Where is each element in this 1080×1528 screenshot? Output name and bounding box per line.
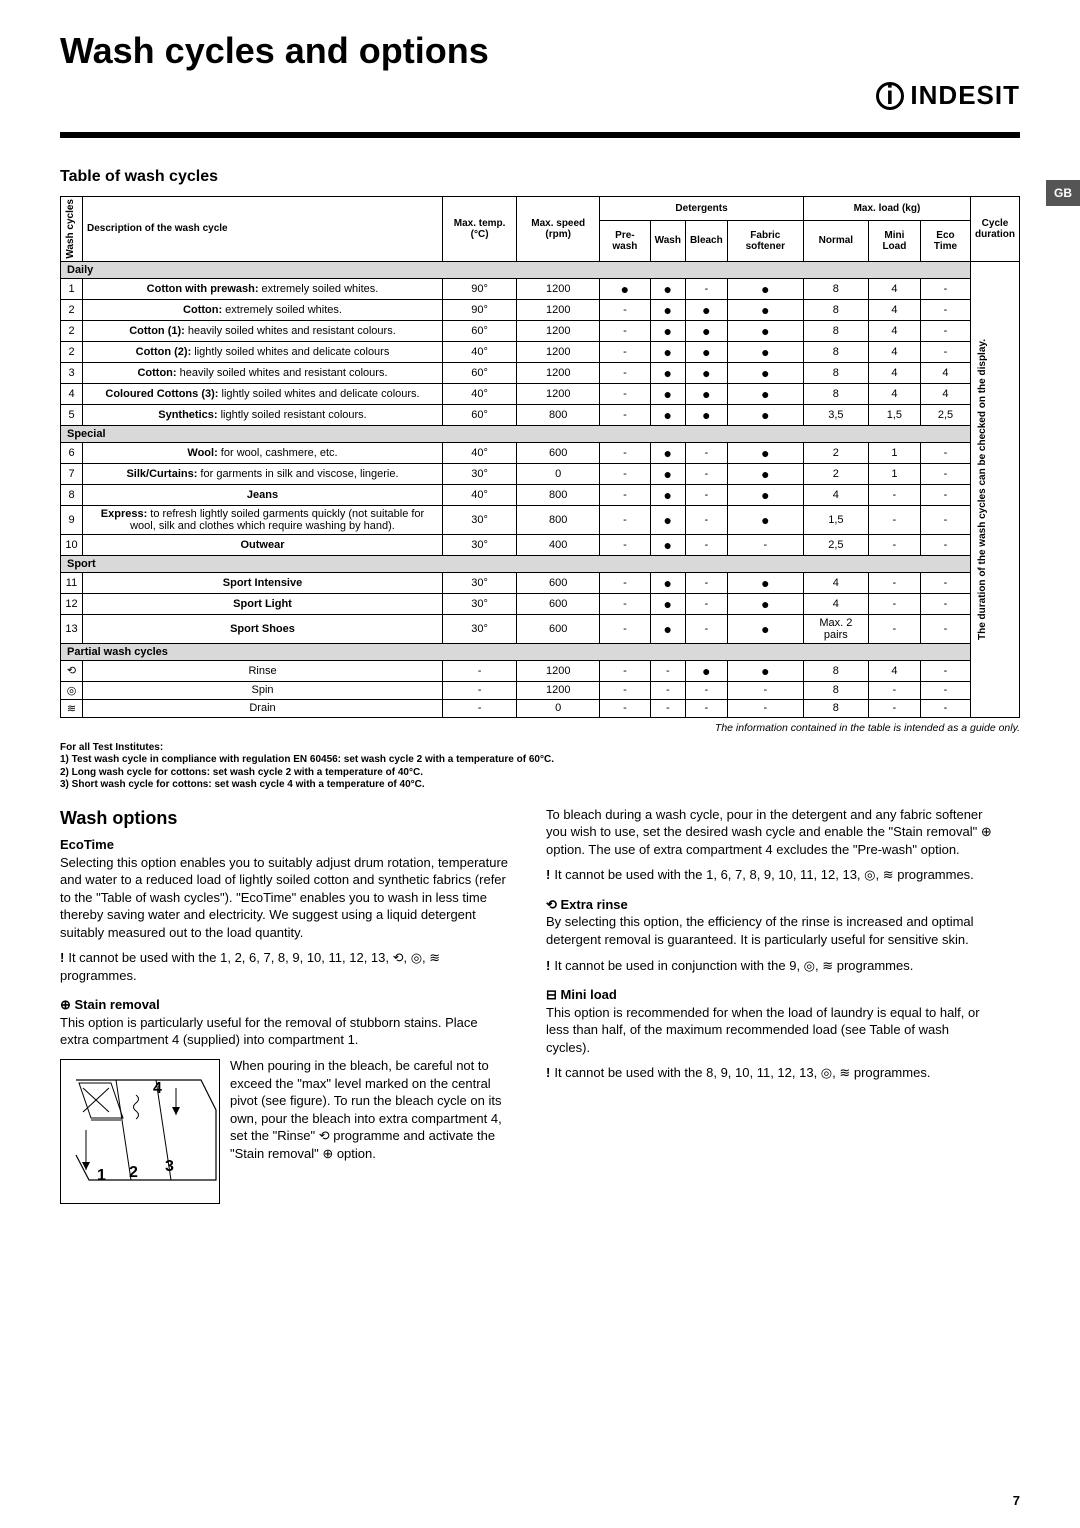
col-mini: Mini Load <box>868 221 920 262</box>
ecotime-body: Selecting this option enables you to sui… <box>60 854 510 942</box>
table-footnote: The information contained in the table i… <box>60 722 1020 734</box>
table-row: ⟲Rinse-1200--●●84- <box>61 660 1020 681</box>
options-right-column: To bleach during a wash cycle, pour in t… <box>546 806 996 1208</box>
table-section-row: Special <box>61 425 1020 442</box>
col-wash-cycles: Wash cycles <box>65 199 76 259</box>
col-duration: Cycle duration <box>971 197 1020 262</box>
table-title: Table of wash cycles <box>60 168 1020 186</box>
col-softener: Fabric softener <box>727 221 803 262</box>
table-row: 6Wool: for wool, cashmere, etc.40°600-●-… <box>61 442 1020 463</box>
divider <box>60 132 1020 138</box>
language-tab: GB <box>1046 180 1080 206</box>
table-section-row: Sport <box>61 555 1020 572</box>
table-row: 7Silk/Curtains: for garments in silk and… <box>61 463 1020 484</box>
ecotime-title: EcoTime <box>60 836 510 854</box>
col-eco: Eco Time <box>920 221 970 262</box>
wash-cycles-table: Wash cycles Description of the wash cycl… <box>60 196 1020 718</box>
mini-load-warning: It cannot be used with the 8, 9, 10, 11,… <box>546 1064 996 1082</box>
table-row: 9Express: to refresh lightly soiled garm… <box>61 505 1020 534</box>
stain-body1: This option is particularly useful for t… <box>60 1014 510 1049</box>
table-row: 12Sport Light30°600-●-●4-- <box>61 593 1020 614</box>
extra-rinse-title: ⟲ Extra rinse <box>546 896 996 914</box>
col-wash: Wash <box>650 221 685 262</box>
col-detergents: Detergents <box>600 197 804 221</box>
mini-load-title: ⊟ Mini load <box>546 986 996 1004</box>
extra-rinse-body: By selecting this option, the efficiency… <box>546 913 996 948</box>
brand-text: INDESIT <box>910 80 1020 111</box>
duration-note-cell: The duration of the wash cycles can be c… <box>971 261 1020 717</box>
table-section-row: Partial wash cycles <box>61 643 1020 660</box>
stain-body3: To bleach during a wash cycle, pour in t… <box>546 806 996 859</box>
col-normal: Normal <box>803 221 868 262</box>
table-row: 1Cotton with prewash: extremely soiled w… <box>61 278 1020 299</box>
col-prewash: Pre-wash <box>600 221 650 262</box>
table-row: 13Sport Shoes30°600-●-●Max. 2 pairs-- <box>61 614 1020 643</box>
ecotime-warning: It cannot be used with the 1, 2, 6, 7, 8… <box>60 949 510 984</box>
info-icon: i <box>876 82 904 110</box>
table-row: 10Outwear30°400-●--2,5-- <box>61 534 1020 555</box>
stain-title: ⊕ Stain removal <box>60 996 510 1014</box>
col-speed: Max. speed (rpm) <box>517 197 600 262</box>
extra-rinse-warning: It cannot be used in conjunction with th… <box>546 957 996 975</box>
mini-load-body: This option is recommended for when the … <box>546 1004 996 1057</box>
table-row: 2Cotton (1): heavily soiled whites and r… <box>61 320 1020 341</box>
table-row: 2Cotton: extremely soiled whites.90°1200… <box>61 299 1020 320</box>
col-max-load: Max. load (kg) <box>803 197 970 221</box>
col-temp: Max. temp. (°C) <box>443 197 517 262</box>
stain-warning: It cannot be used with the 1, 6, 7, 8, 9… <box>546 866 996 884</box>
table-row: 4Coloured Cottons (3): lightly soiled wh… <box>61 383 1020 404</box>
detergent-drawer-figure: 4 1 2 3 <box>60 1059 220 1204</box>
col-description: Description of the wash cycle <box>83 197 443 262</box>
table-section-row: DailyThe duration of the wash cycles can… <box>61 261 1020 278</box>
brand-logo: i INDESIT <box>876 80 1020 111</box>
options-left-column: Wash options EcoTime Selecting this opti… <box>60 806 510 1208</box>
table-row: 2Cotton (2): lightly soiled whites and d… <box>61 341 1020 362</box>
page-number: 7 <box>1013 1493 1020 1508</box>
table-row: 3Cotton: heavily soiled whites and resis… <box>61 362 1020 383</box>
table-row: ≋Drain-0----8-- <box>61 699 1020 717</box>
table-row: 11Sport Intensive30°600-●-●4-- <box>61 572 1020 593</box>
table-row: 5Synthetics: lightly soiled resistant co… <box>61 404 1020 425</box>
table-row: 8Jeans40°800-●-●4-- <box>61 484 1020 505</box>
table-row: ◎Spin-1200----8-- <box>61 681 1020 699</box>
test-notes: For all Test Institutes: 1) Test wash cy… <box>60 742 1020 792</box>
page-title: Wash cycles and options <box>60 30 1020 72</box>
col-bleach: Bleach <box>685 221 727 262</box>
wash-options-heading: Wash options <box>60 806 510 830</box>
